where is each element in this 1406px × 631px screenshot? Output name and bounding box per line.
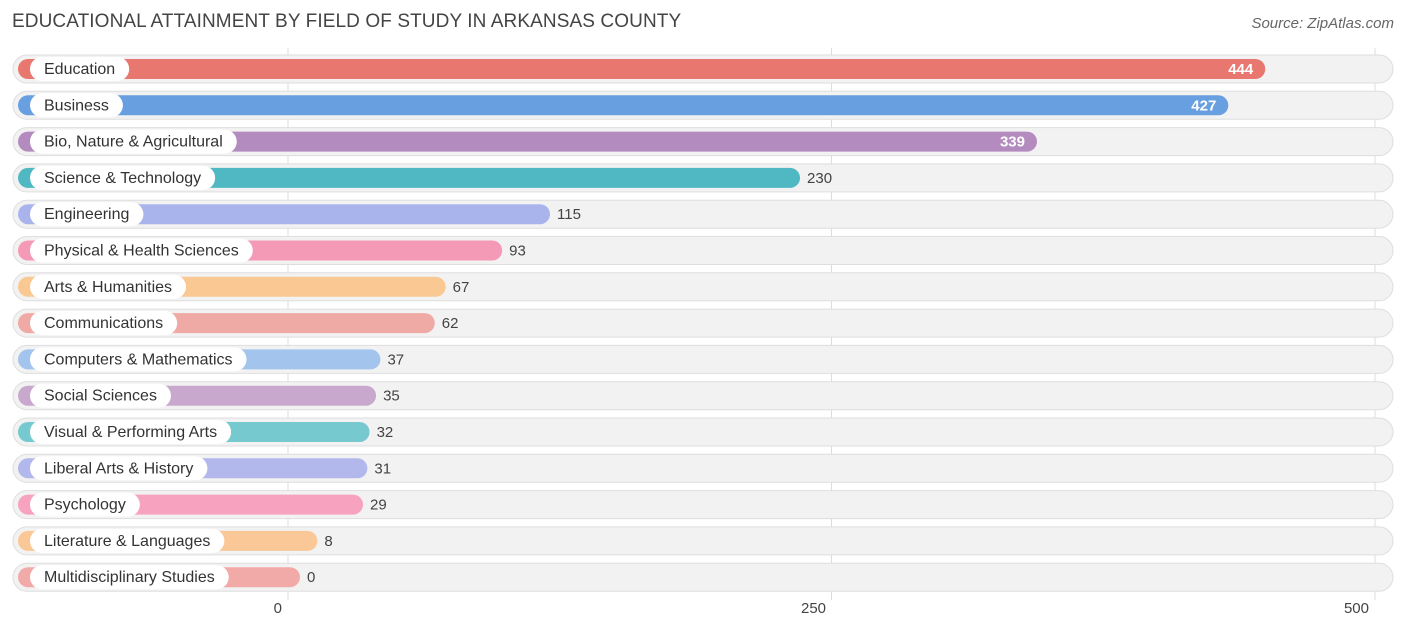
bar <box>18 204 551 225</box>
bar-row: Arts & Humanities 67 <box>18 274 470 299</box>
value-label: 115 <box>557 206 581 223</box>
category-pill <box>30 383 171 408</box>
bar <box>18 95 1229 116</box>
bar-row: Bio, Nature & Agricultural 339 <box>18 129 1037 154</box>
category-label: Literature & Languages <box>44 533 210 550</box>
category-pill <box>30 492 140 517</box>
value-label: 62 <box>442 315 459 332</box>
bar-row: Computers & Mathematics 37 <box>18 347 404 372</box>
row-track <box>12 526 1394 556</box>
category-label: Social Sciences <box>44 388 157 405</box>
value-label: 8 <box>324 533 332 550</box>
value-label: 29 <box>370 497 387 514</box>
category-label: Computers & Mathematics <box>44 351 233 368</box>
category-label: Engineering <box>44 206 129 223</box>
category-pill <box>30 93 123 118</box>
chart-title: EDUCATIONAL ATTAINMENT BY FIELD OF STUDY… <box>12 11 682 32</box>
value-label: 230 <box>807 170 832 187</box>
value-label: 427 <box>1191 97 1216 114</box>
category-pill <box>30 57 130 81</box>
category-label: Science & Technology <box>44 170 201 187</box>
x-tick-label: 500 <box>1344 600 1369 617</box>
value-label: 444 <box>1228 61 1254 78</box>
category-pill <box>30 347 247 372</box>
bar-row: Business 427 <box>18 93 1229 118</box>
value-label: 0 <box>307 569 315 586</box>
x-tick-label: 0 <box>274 600 282 617</box>
bar-row: Social Sciences 35 <box>18 383 400 408</box>
category-pill <box>30 311 178 336</box>
value-label: 93 <box>509 243 526 260</box>
bar-row: Education 444 <box>18 57 1266 81</box>
value-label: 35 <box>383 388 400 405</box>
bar <box>18 59 1266 79</box>
category-pill <box>30 165 216 190</box>
category-pill <box>30 420 232 444</box>
category-pill <box>30 456 208 481</box>
category-label: Business <box>44 97 109 114</box>
value-label: 67 <box>453 279 470 296</box>
category-label: Education <box>44 61 115 78</box>
bar-row: Science & Technology 230 <box>18 165 832 190</box>
category-pill <box>30 565 229 590</box>
category-pill <box>30 528 225 553</box>
x-axis: 0 250 500 <box>274 600 1369 617</box>
value-label: 339 <box>1000 134 1025 151</box>
source-credit: Source: ZipAtlas.com <box>1251 15 1394 32</box>
category-pill <box>30 238 253 263</box>
category-label: Psychology <box>44 497 126 514</box>
category-label: Bio, Nature & Agricultural <box>44 134 223 151</box>
bar-row: Visual & Performing Arts 32 <box>18 420 393 444</box>
bar-rows: Education 444 Business 427 Bio, Nature & Agr… <box>12 54 1394 592</box>
category-label: Arts & Humanities <box>44 279 172 296</box>
value-label: 32 <box>377 424 394 441</box>
category-label: Physical & Health Sciences <box>44 243 239 260</box>
category-label: Multidisciplinary Studies <box>44 569 215 586</box>
bar-row: Communications 62 <box>18 311 459 336</box>
value-label: 37 <box>387 351 404 368</box>
bar <box>18 131 1037 152</box>
category-pill <box>30 202 144 227</box>
category-label: Liberal Arts & History <box>44 460 193 477</box>
category-pill <box>30 129 237 154</box>
bar-row: Psychology 29 <box>18 492 387 517</box>
bar-row: Literature & Languages 8 <box>18 528 333 553</box>
category-pill <box>30 274 187 299</box>
bar-row: Multidisciplinary Studies 0 <box>18 565 315 590</box>
category-label: Communications <box>44 315 163 332</box>
row-track <box>12 562 1394 592</box>
value-label: 31 <box>374 460 391 477</box>
x-tick-label: 250 <box>801 600 826 617</box>
category-label: Visual & Performing Arts <box>44 424 217 441</box>
bar-row: Engineering 115 <box>18 202 581 227</box>
bar-row: Physical & Health Sciences 93 <box>18 238 526 263</box>
bar-row: Liberal Arts & History 31 <box>18 456 391 481</box>
